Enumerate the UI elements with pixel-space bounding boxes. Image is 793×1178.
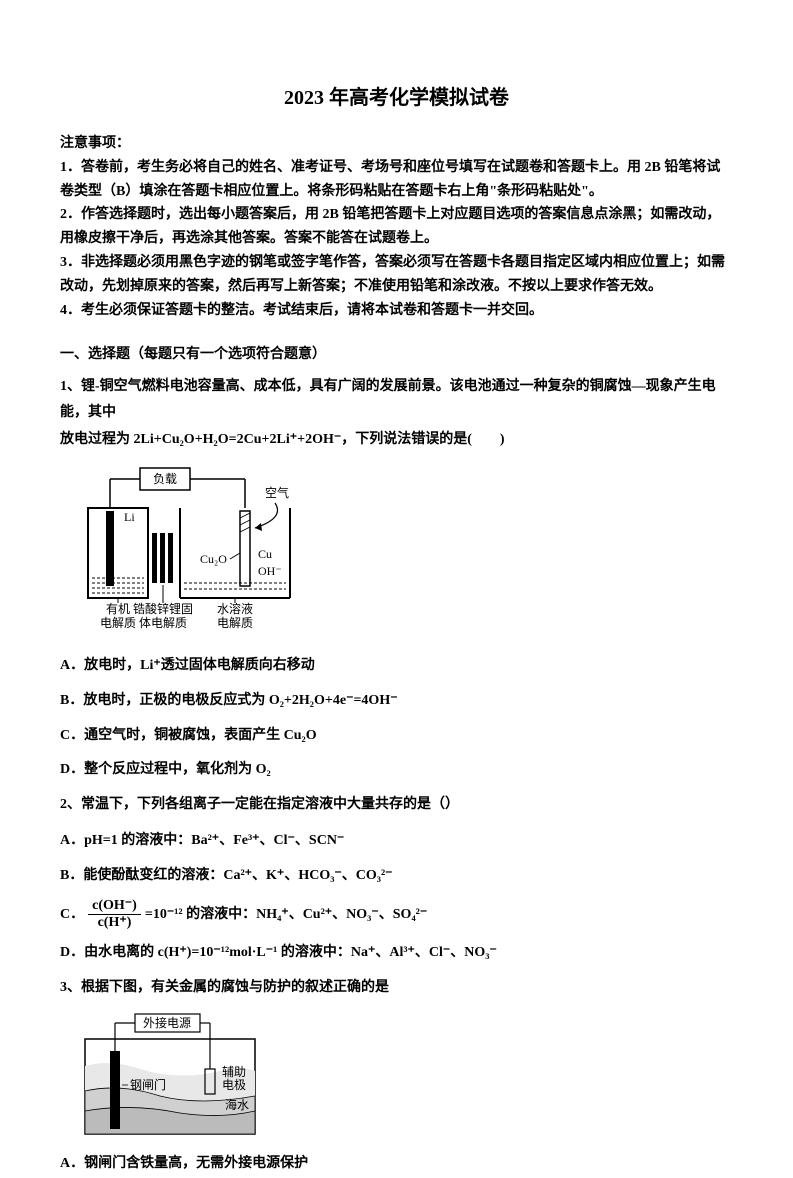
- cu-label: Cu: [258, 547, 272, 561]
- svg-text:电解质: 电解质: [217, 616, 253, 630]
- instruction-item: 3．非选择题必须用黑色字迹的钢笔或签字笔作答，答案必须写在答题卡各题目指定区域内…: [60, 251, 733, 299]
- svg-text:体电解质: 体电解质: [139, 616, 187, 630]
- instruction-item: 4．考生必须保证答题卡的整洁。考试结束后，请将本试卷和答题卡一并交回。: [60, 299, 733, 323]
- svg-text:海水: 海水: [225, 1097, 249, 1112]
- cu2o-label: Cu₂O: [200, 552, 227, 566]
- q1-stem-line1: 1、锂-铜空气燃料电池容量高、成本低，具有广阔的发展前景。该电池通过一种复杂的铜…: [60, 379, 716, 421]
- svg-text:锆酸锌锂固: 锆酸锌锂固: [133, 601, 193, 616]
- svg-text:电极: 电极: [222, 1078, 246, 1092]
- q2-opt-a: A．pH=1 的溶液中：Ba²⁺、Fe³⁺、Cl⁻、SCN⁻: [60, 828, 733, 855]
- q2-stem: 2、常温下，下列各组离子一定能在指定溶液中大量共存的是（）: [60, 792, 733, 819]
- fraction: c(OH⁻) c(H⁺): [88, 898, 141, 933]
- air-label: 空气: [265, 485, 289, 500]
- svg-text:水溶液: 水溶液: [217, 601, 253, 616]
- q1-opt-b: B．放电时，正极的电极反应式为 O₂+2H₂O+4e⁻=4OH⁻: [60, 688, 733, 715]
- instructions-heading: 注意事项：: [60, 132, 733, 156]
- q1-opt-d: D．整个反应过程中，氧化剂为 O₂: [60, 757, 733, 784]
- svg-text:有机: 有机: [106, 602, 130, 616]
- q2-opt-d: D．由水电离的 c(H⁺)=10⁻¹²mol·L⁻¹ 的溶液中：Na⁺、Al³⁺…: [60, 940, 733, 967]
- load-label: 负载: [153, 472, 177, 486]
- svg-text:钢闸门: 钢闸门: [130, 1077, 166, 1092]
- q2-opt-c-suffix: =10⁻¹² 的溶液中：NH₄⁺、Cu²⁺、NO₃⁻、SO₄²⁻: [145, 902, 427, 929]
- section-heading: 一、选择题（每题只有一个选项符合题意）: [60, 342, 733, 367]
- fraction-denominator: c(H⁺): [88, 915, 141, 932]
- q3-opt-a: A．钢闸门含铁量高，无需外接电源保护: [60, 1151, 733, 1178]
- q3-stem: 3、根据下图，有关金属的腐蚀与防护的叙述正确的是: [60, 975, 733, 1002]
- instruction-item: 2．作答选择题时，选出每小题答案后，用 2B 铅笔把答题卡上对应题目选项的答案信…: [60, 203, 733, 251]
- li-label: Li: [124, 510, 135, 524]
- instructions-block: 注意事项： 1．答卷前，考生务必将自己的姓名、准考证号、考场号和座位号填写在试题…: [60, 132, 733, 322]
- q2-opt-b: B．能使酚酞变红的溶液：Ca²⁺、K⁺、HCO₃⁻、CO₃²⁻: [60, 863, 733, 890]
- fraction-numerator: c(OH⁻): [88, 898, 141, 916]
- q2-opt-c-prefix: C．: [60, 902, 84, 929]
- svg-text:电解质: 电解质: [100, 616, 136, 630]
- page-title: 2023 年高考化学模拟试卷: [60, 80, 733, 116]
- q1-opt-c: C．通空气时，铜被腐蚀，表面产生 Cu₂O: [60, 723, 733, 750]
- oh-label: OH⁻: [258, 564, 282, 578]
- q2-opt-c: C． c(OH⁻) c(H⁺) =10⁻¹² 的溶液中：NH₄⁺、Cu²⁺、NO…: [60, 898, 733, 933]
- q1-stem-line2: 放电过程为 2Li+Cu₂O+H₂O=2Cu+2Li⁺+2OH⁻，下列说法错误的…: [60, 432, 505, 447]
- q1-opt-a: A．放电时，Li⁺透过固体电解质向右移动: [60, 653, 733, 680]
- instruction-item: 1．答卷前，考生务必将自己的姓名、准考证号、考场号和座位号填写在试题卷和答题卡上…: [60, 156, 733, 204]
- battery-diagram: 负载 空气 Li Cu₂O Cu: [80, 463, 320, 643]
- svg-text:外接电源: 外接电源: [143, 1015, 191, 1030]
- q1-stem: 1、锂-铜空气燃料电池容量高、成本低，具有广阔的发展前景。该电池通过一种复杂的铜…: [60, 374, 733, 454]
- svg-text:辅助: 辅助: [222, 1065, 246, 1079]
